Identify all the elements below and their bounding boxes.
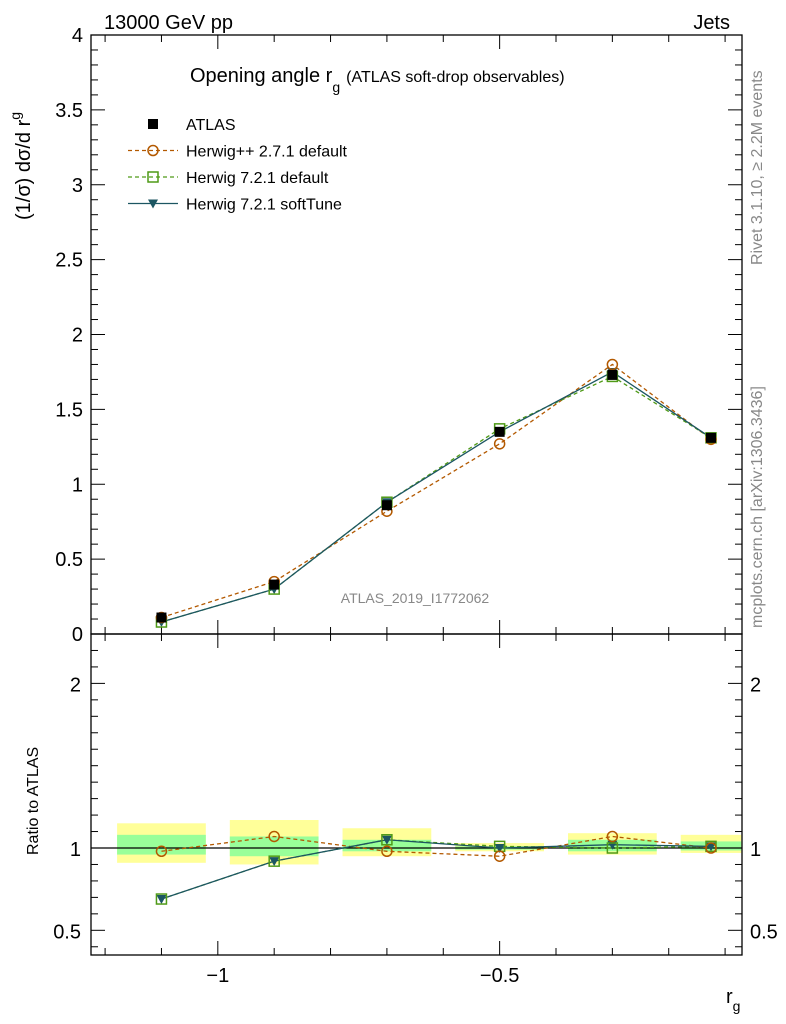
ratio-band-inner [342, 839, 432, 852]
mcplots-reference-label: mcplots.cern.ch [arXiv:1306.3436] [749, 386, 766, 628]
legend-label: Herwig 7.2.1 softTune [186, 197, 342, 214]
legend-marker [148, 199, 158, 209]
ratio-y-axis-label: Ratio to ATLAS [25, 747, 42, 855]
x-tick-label: −0.5 [480, 965, 519, 987]
x-axis-label: rg [726, 986, 740, 1014]
data-point [269, 579, 280, 590]
legend: ATLAS Herwig++ 2.7.1 default Herwig 7.2.1 … [128, 117, 348, 214]
y-tick-label: 4 [72, 25, 83, 47]
ratio-series-line [161, 839, 712, 900]
main-series-layer [155, 358, 717, 628]
legend-label: ATLAS [186, 117, 236, 134]
legend-label: Herwig 7.2.1 default [186, 170, 329, 187]
ratio-data-point [706, 842, 716, 852]
ratio-series-line [161, 835, 712, 857]
y-tick-label: 1 [72, 474, 83, 496]
y-tick-label: 2 [72, 325, 83, 347]
ratio-y-tick-label-right: 0.5 [750, 921, 778, 943]
analysis-id-label: ATLAS_2019_I1772062 [341, 590, 490, 606]
ratio-y-tick-label: 2 [70, 674, 81, 696]
y-tick-label: 0 [72, 624, 83, 646]
ratio-data-point [381, 845, 393, 858]
ratio-band-inner [117, 834, 206, 855]
data-point [706, 432, 716, 443]
main-y-axis-label: (1/σ) dσ/d rg [7, 112, 35, 220]
ratio-frame [90, 633, 743, 956]
ratio-data-point [705, 842, 717, 854]
ratio-data-point [155, 893, 168, 905]
data-point [493, 438, 506, 450]
series-line [161, 371, 712, 623]
ratio-data-point [606, 830, 619, 843]
ratio-data-point [381, 835, 392, 845]
data-point [494, 426, 505, 437]
legend-marker [147, 144, 159, 157]
ratio-panel: 0.5 0.5 1 1 2 2 −1 −0.5 [53, 633, 778, 987]
ratio-data-point [381, 834, 393, 846]
data-point [156, 612, 167, 623]
chart-title: Opening angle rg(ATLAS soft-drop observa… [190, 65, 565, 95]
y-tick-label: 3.5 [55, 100, 83, 122]
ratio-y-tick-label-right: 2 [750, 674, 761, 696]
ratio-y-tick-label: 1 [70, 839, 81, 861]
legend-marker [147, 171, 159, 183]
series-line [161, 375, 712, 623]
ratio-data-point [268, 855, 280, 867]
legend-marker [148, 119, 158, 129]
legend-label: Herwig++ 2.7.1 default [186, 144, 348, 161]
ratio-series-layer [155, 830, 717, 905]
ratio-y-tick-label-right: 1 [750, 839, 761, 861]
ratio-y-tick-label: 0.5 [53, 921, 81, 943]
energy-label: 13000 GeV pp [104, 12, 233, 34]
rivet-version-label: Rivet 3.1.10, ≥ 2.2M events [749, 70, 766, 265]
ratio-data-point [494, 844, 505, 853]
ratio-data-point [156, 895, 167, 905]
category-label: Jets [693, 12, 730, 34]
ratio-data-point [493, 850, 506, 862]
y-tick-label: 0.5 [55, 549, 83, 571]
ratio-data-point [268, 830, 280, 843]
x-tick-label: −1 [206, 965, 229, 987]
series-line [161, 363, 712, 619]
data-point [606, 358, 619, 371]
y-tick-label: 1.5 [55, 399, 83, 421]
ratio-data-point [269, 857, 280, 867]
y-tick-label: 3 [72, 175, 83, 197]
data-point [607, 369, 618, 380]
main-panel: 0 0.5 1 1.5 2 2.5 3 3.5 4 [55, 25, 743, 646]
ratio-band-inner [229, 836, 319, 857]
y-tick-label: 2.5 [55, 250, 83, 272]
data-point [381, 500, 392, 511]
ratio-data-point [155, 845, 168, 858]
ratio-data-point [606, 842, 619, 854]
